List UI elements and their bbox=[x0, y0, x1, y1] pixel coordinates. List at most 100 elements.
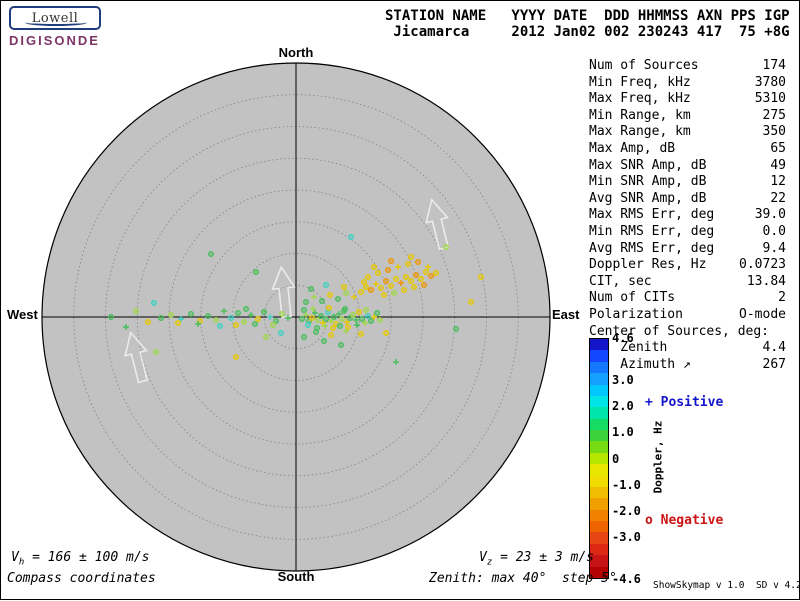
stat-label: Num of Sources bbox=[589, 58, 699, 73]
source-point-negative bbox=[233, 322, 240, 329]
source-point-negative bbox=[303, 299, 310, 306]
source-point-positive bbox=[123, 324, 129, 330]
colorbar-block bbox=[590, 430, 608, 442]
source-point-negative bbox=[383, 330, 390, 337]
source-point-negative bbox=[358, 331, 365, 338]
stat-label: Min Freq, kHz bbox=[589, 74, 691, 90]
colorbar-block bbox=[590, 498, 608, 510]
source-point-negative bbox=[323, 316, 330, 323]
colorbar-block bbox=[590, 521, 608, 533]
source-point-negative bbox=[405, 261, 412, 268]
colorbar-block bbox=[590, 566, 608, 578]
source-point-negative bbox=[151, 300, 158, 307]
source-point-positive bbox=[328, 318, 334, 324]
colorbar-block bbox=[590, 452, 608, 465]
vz-symbol: V bbox=[479, 550, 487, 565]
velocity-arrow-icon bbox=[271, 265, 296, 319]
source-point-negative bbox=[252, 321, 259, 328]
source-point-negative bbox=[388, 283, 395, 290]
colorbar-block bbox=[590, 486, 608, 499]
source-point-negative bbox=[228, 315, 235, 322]
colorbar-tick-label: 3.0 bbox=[612, 372, 634, 387]
source-point-negative bbox=[411, 284, 418, 291]
source-point-negative bbox=[270, 322, 277, 329]
source-point-positive bbox=[354, 322, 360, 328]
source-point-negative bbox=[478, 274, 485, 281]
source-point-negative bbox=[363, 307, 370, 314]
stat-row: Num of Sources 174 bbox=[589, 58, 786, 75]
source-point-negative bbox=[168, 312, 175, 319]
colorbar-block bbox=[590, 532, 608, 544]
source-point-negative bbox=[348, 234, 355, 241]
horizontal-velocity-readout: Vh = 166 ± 100 m/s bbox=[11, 550, 149, 568]
source-point-negative bbox=[418, 276, 425, 283]
source-point-negative bbox=[213, 317, 220, 324]
stat-row: Min SNR Amp, dB 12 bbox=[589, 174, 786, 191]
header-column-titles: STATION NAME YYYY DATE DDD HHMMSS AXN PP… bbox=[385, 8, 790, 24]
legend-negative-label: Negative bbox=[660, 513, 724, 528]
source-point-negative bbox=[305, 322, 312, 329]
source-point-positive bbox=[336, 311, 342, 317]
stat-value: 9.4 bbox=[762, 240, 786, 256]
stat-value: 22 bbox=[770, 190, 786, 206]
source-point-negative bbox=[175, 320, 182, 327]
source-point-negative bbox=[383, 278, 390, 285]
source-point-negative bbox=[385, 267, 392, 274]
stat-label: Zenith bbox=[589, 340, 668, 356]
source-point-negative bbox=[309, 315, 316, 322]
source-point-positive bbox=[221, 308, 227, 314]
source-point-negative bbox=[363, 284, 370, 291]
stat-label: Max SNR Amp, dB bbox=[589, 157, 707, 173]
stats-panel: Num of Sources 174 Min Freq, kHz 3780 Max Fr… bbox=[589, 58, 786, 373]
stat-label: Max RMS Err, deg bbox=[589, 207, 715, 223]
doppler-colorbar bbox=[589, 338, 609, 579]
source-point-negative bbox=[318, 313, 325, 320]
source-point-negative bbox=[301, 307, 308, 314]
source-point-negative bbox=[313, 329, 320, 336]
plus-symbol: + bbox=[645, 395, 653, 410]
source-point-negative bbox=[433, 270, 440, 277]
stat-label: Avg RMS Err, deg bbox=[589, 240, 715, 256]
source-point-positive bbox=[195, 321, 201, 327]
source-point-positive bbox=[285, 315, 291, 321]
source-point-negative bbox=[133, 308, 140, 315]
vh-subscript: h bbox=[18, 557, 25, 568]
vz-subscript: z bbox=[486, 557, 493, 568]
source-point-negative bbox=[158, 315, 165, 322]
stat-row: Max RMS Err, deg 39.0 bbox=[589, 207, 786, 224]
source-point-negative bbox=[243, 306, 250, 313]
stat-value: O-mode bbox=[739, 306, 786, 322]
colorbar-block bbox=[590, 509, 608, 521]
source-point-negative bbox=[205, 313, 212, 320]
source-point-positive bbox=[362, 320, 368, 326]
source-point-negative bbox=[255, 316, 262, 323]
source-point-positive bbox=[425, 264, 431, 270]
source-point-negative bbox=[374, 310, 381, 317]
stat-label: Center of Sources, deg: bbox=[589, 323, 770, 339]
source-point-negative bbox=[356, 309, 363, 316]
colorbar-block bbox=[590, 373, 608, 385]
stat-label: Doppler Res, Hz bbox=[589, 257, 707, 273]
colorbar-block bbox=[590, 350, 608, 362]
source-point-positive bbox=[303, 312, 309, 318]
source-point-positive bbox=[373, 281, 379, 287]
colorbar-tick-label: 2.0 bbox=[612, 399, 634, 414]
header-block: STATION NAME YYYY DATE DDD HHMMSS AXN PP… bbox=[385, 8, 790, 40]
source-point-negative bbox=[341, 284, 348, 291]
source-point-positive bbox=[322, 323, 328, 329]
source-point-negative bbox=[107, 314, 114, 321]
source-point-positive bbox=[267, 314, 273, 320]
source-point-negative bbox=[345, 324, 352, 331]
colorbar-tick-label: 0 bbox=[612, 451, 620, 466]
vz-value: = 23 ± 3 m/s bbox=[492, 550, 594, 565]
compass-north-label: North bbox=[278, 45, 314, 60]
source-point-negative bbox=[319, 298, 326, 305]
stat-value: 174 bbox=[762, 58, 786, 73]
source-point-positive bbox=[248, 312, 254, 318]
stat-value: 39.0 bbox=[754, 207, 786, 223]
stat-value: 65 bbox=[770, 140, 786, 156]
source-point-negative bbox=[278, 330, 285, 337]
colorbar-tick-label: -1.0 bbox=[612, 477, 641, 492]
source-point-negative bbox=[365, 274, 372, 281]
